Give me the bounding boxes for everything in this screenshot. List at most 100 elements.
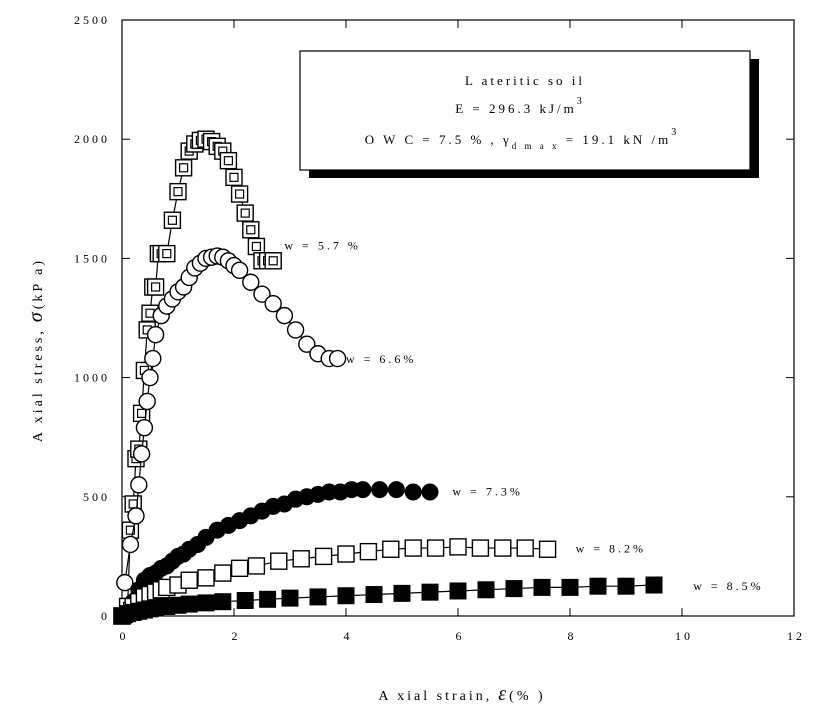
data-point-inner xyxy=(167,215,177,225)
data-point xyxy=(645,576,663,594)
data-point xyxy=(426,539,445,557)
data-point xyxy=(264,252,282,270)
y-tick-label: 0 xyxy=(101,609,110,623)
data-point xyxy=(281,589,299,607)
data-point xyxy=(494,539,512,557)
data-point xyxy=(242,273,260,291)
data-point xyxy=(225,168,243,187)
data-point xyxy=(214,564,232,582)
data-point xyxy=(337,545,355,563)
y-tick-label: 2500 xyxy=(74,13,110,27)
series-label: w = 8.2% xyxy=(576,542,646,556)
data-point xyxy=(138,392,156,411)
data-point xyxy=(180,595,198,613)
y-tick-label: 1500 xyxy=(74,251,110,265)
data-point-inner xyxy=(173,187,183,197)
x-tick-label: 2 xyxy=(232,629,241,643)
data-point xyxy=(121,521,140,539)
series-1: w = 5.7 % xyxy=(113,130,360,625)
y-axis-unit: (kP a) xyxy=(31,258,46,309)
x-tick-label: 6 xyxy=(456,629,465,643)
data-point-inner xyxy=(251,241,261,252)
data-point xyxy=(180,571,198,589)
x-tick-label: 12 xyxy=(787,629,805,643)
data-point xyxy=(141,368,159,387)
data-point xyxy=(589,577,607,595)
data-point xyxy=(505,580,523,598)
y-axis-title: A xial stress, σ(kP a) xyxy=(25,258,47,442)
series-5: w = 8.5% xyxy=(113,576,763,625)
data-point xyxy=(404,539,422,557)
data-point xyxy=(116,573,134,592)
data-point-inner xyxy=(229,172,239,182)
data-point-inner xyxy=(246,225,256,235)
data-point xyxy=(197,594,215,612)
y-axis-ticks: 0 500 1000 1500 2000 2500 xyxy=(74,13,794,623)
data-point xyxy=(214,593,232,611)
series-3: w = 7.3% xyxy=(119,481,522,625)
data-point xyxy=(298,335,316,353)
data-point xyxy=(309,588,327,606)
data-point xyxy=(253,285,271,303)
data-point-inner xyxy=(268,256,278,266)
data-point xyxy=(337,587,355,605)
data-point xyxy=(130,476,148,494)
data-point xyxy=(286,321,305,339)
series-label: w = 8.5% xyxy=(693,579,763,593)
data-point xyxy=(146,278,165,296)
data-point xyxy=(270,552,288,570)
legend-box xyxy=(299,50,751,171)
data-point xyxy=(382,540,400,558)
data-point xyxy=(471,539,490,557)
legend-gamma-sub: d m a x xyxy=(512,141,560,151)
x-axis-label: A xial strain, xyxy=(378,689,492,704)
data-point xyxy=(617,577,635,595)
data-point-inner xyxy=(235,189,245,199)
data-point xyxy=(247,557,266,575)
legend-density: = 19.1 kN /m xyxy=(560,132,672,147)
y-tick-label: 1000 xyxy=(74,371,110,385)
series-label: w = 5.7 % xyxy=(284,238,360,252)
data-point xyxy=(264,294,282,313)
data-point xyxy=(359,542,378,561)
data-point-inner xyxy=(223,156,233,166)
series-layer: w = 5.7 % w = 6.6% w = 7.3% w = 8.2% w = 8.5… xyxy=(113,130,763,625)
data-point xyxy=(121,535,140,554)
data-point-inner xyxy=(179,163,189,173)
data-point xyxy=(158,244,176,263)
data-point-inner xyxy=(151,282,161,292)
data-point xyxy=(387,481,405,499)
data-point xyxy=(163,211,182,229)
data-point xyxy=(404,483,422,501)
legend-line-3: O W C = 7.5 % , γd m a x = 19.1 kN /m3 xyxy=(365,127,679,151)
x-tick-label: 10 xyxy=(675,629,693,643)
data-point-inner xyxy=(125,525,136,535)
series-4: w = 8.2% xyxy=(113,538,646,625)
data-point-inner xyxy=(137,408,147,418)
y-tick-label: 500 xyxy=(83,490,110,504)
data-point-inner xyxy=(162,249,172,259)
data-point xyxy=(561,578,579,596)
y-axis-symbol: σ xyxy=(25,309,47,322)
data-point xyxy=(516,539,534,557)
data-point-inner xyxy=(128,499,138,509)
data-point xyxy=(314,547,333,566)
legend-owc: O W C = 7.5 % , γ xyxy=(365,132,512,147)
data-point xyxy=(230,559,249,578)
data-point xyxy=(421,583,439,601)
data-point xyxy=(449,538,467,556)
data-point xyxy=(197,569,215,587)
legend-density-sup: 3 xyxy=(671,127,679,138)
data-point xyxy=(174,159,193,177)
data-point xyxy=(393,584,411,602)
data-point-inner xyxy=(240,208,250,218)
series-label: w = 7.3% xyxy=(452,484,522,498)
x-tick-label: 8 xyxy=(568,629,577,643)
y-axis-label: A xial stress, xyxy=(31,328,46,442)
data-point xyxy=(247,237,266,256)
x-axis-symbol: ε xyxy=(498,683,509,705)
data-point xyxy=(236,592,254,610)
legend-energy-sup: 3 xyxy=(577,96,585,107)
data-point xyxy=(219,151,238,170)
